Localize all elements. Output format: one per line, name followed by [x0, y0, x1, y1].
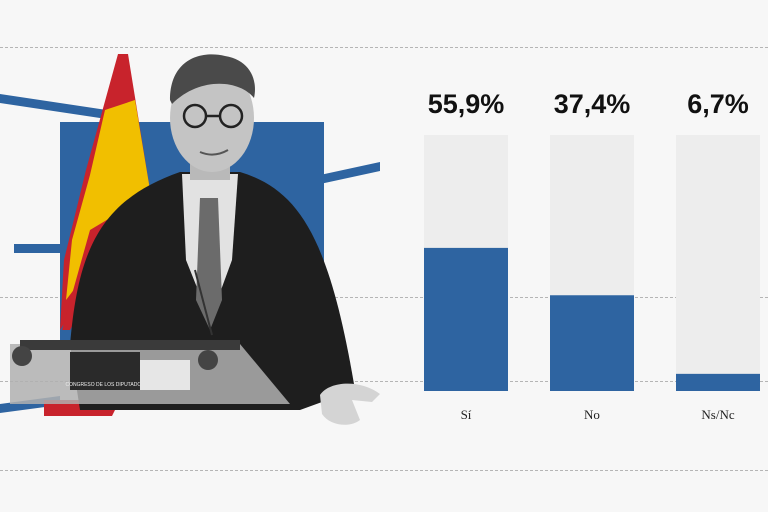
microphone [194, 269, 213, 336]
blue-diagonal-stroke [0, 94, 120, 121]
category-label-nsnc: Ns/Nc [701, 407, 734, 422]
glasses-icon [182, 103, 244, 129]
podium-text: CONGRESO DE LOS DIPUTADOS [65, 382, 145, 388]
speaker-hand [320, 383, 380, 425]
bar-track-nsnc [676, 135, 760, 391]
bar-group-no: 37,4% No [550, 89, 634, 422]
speaker-photo-collage: CONGRESO DE LOS DIPUTADOS [0, 54, 380, 425]
bar-si [424, 247, 508, 391]
bar-no [550, 295, 634, 391]
blue-stroke-left [14, 244, 68, 253]
category-label-no: No [584, 407, 600, 422]
guide-line-bottom [0, 381, 768, 382]
value-label-si: 55,9% [428, 89, 505, 119]
podium: CONGRESO DE LOS DIPUTADOS [10, 340, 290, 404]
category-label-si: Sí [461, 407, 472, 422]
blue-stroke-right [320, 162, 380, 184]
guide-line-footer [0, 470, 768, 471]
value-label-nsnc: 6,7% [687, 89, 749, 119]
guide-line-top [0, 47, 768, 48]
guide-line-middle [0, 297, 768, 298]
bar-group-nsnc: 6,7% Ns/Nc [676, 89, 760, 422]
bar-group-si: 55,9% Sí [424, 89, 508, 422]
speaker-head [170, 64, 254, 172]
value-label-no: 37,4% [554, 89, 631, 119]
bar-nsnc [676, 373, 760, 391]
